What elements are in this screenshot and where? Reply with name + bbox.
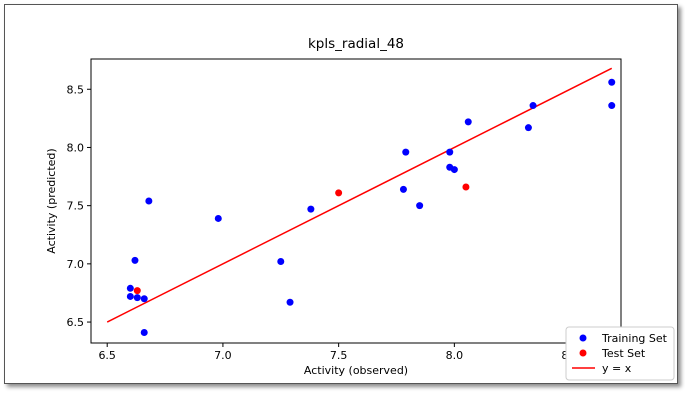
training-point [399, 185, 407, 193]
x-tick-label: 6.5 [98, 349, 116, 362]
legend-label-yx: y = x [602, 362, 632, 375]
training-point [529, 102, 537, 110]
chart-title: kpls_radial_48 [308, 36, 404, 52]
training-point [126, 292, 134, 300]
training-point [140, 329, 148, 337]
training-point [140, 295, 148, 303]
legend-label-training: Training Set [601, 332, 668, 345]
chart-frame: kpls_radial_48 6.5 7.0 7.5 8.0 8.5 6.5 7.0 7.5 8… [4, 4, 678, 384]
legend-marker-test [579, 349, 587, 357]
training-point [131, 256, 139, 264]
training-point [133, 294, 141, 302]
test-point [133, 287, 141, 295]
training-point [126, 284, 134, 292]
test-point [335, 189, 343, 197]
training-point [608, 102, 616, 110]
x-tick-label: 8.0 [446, 349, 464, 362]
legend: Training Set Test Set y = x [565, 326, 675, 381]
training-point [446, 148, 454, 156]
training-point [214, 214, 222, 222]
training-point [608, 78, 616, 86]
training-point [145, 197, 153, 205]
identity-line [106, 67, 613, 323]
training-point [450, 166, 458, 174]
training-point [307, 205, 315, 213]
training-point [277, 258, 285, 266]
x-tick-label: 7.0 [214, 349, 232, 362]
y-tick-label: 8.0 [67, 141, 85, 154]
legend-marker-training [579, 334, 587, 342]
training-point [402, 148, 410, 156]
y-tick-label: 8.5 [67, 83, 85, 96]
plot-area [90, 58, 622, 344]
test-point [462, 183, 470, 191]
training-point [524, 124, 532, 132]
y-axis-label: Activity (predicted) [45, 148, 58, 253]
y-tick-label: 6.5 [67, 316, 85, 329]
legend-label-test: Test Set [601, 347, 646, 360]
y-tick-label: 7.0 [67, 258, 85, 271]
training-point [286, 298, 294, 306]
y-tick-label: 7.5 [67, 200, 85, 213]
training-point [464, 118, 472, 126]
scatter-chart: kpls_radial_48 6.5 7.0 7.5 8.0 8.5 6.5 7.0 7.5 8… [45, 36, 675, 381]
training-point [416, 202, 424, 210]
x-axis-label: Activity (observed) [304, 364, 408, 377]
legend-box [565, 326, 675, 381]
x-tick-label: 7.5 [330, 349, 348, 362]
